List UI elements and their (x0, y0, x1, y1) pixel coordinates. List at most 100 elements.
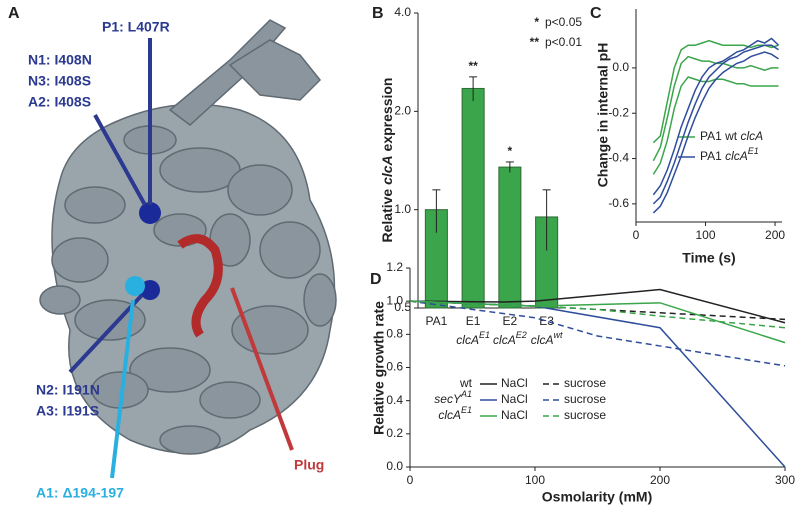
text-part: secY (434, 392, 462, 406)
y-tick-label: 1.0 (394, 202, 411, 216)
x-axis-title: Time (s) (682, 250, 735, 266)
legend-label: sucrose (564, 392, 606, 406)
mutation-label: N1: I408N (28, 52, 92, 68)
significance: ** (468, 59, 478, 73)
x-tick-label: 0 (633, 228, 640, 242)
x-tick-label: PA1 (425, 314, 447, 328)
legend-label: PA1 wt clcA (700, 129, 763, 143)
y-tick-label: 0.2 (386, 426, 403, 440)
site-sphere (125, 276, 145, 296)
legend-row-label: secYA1 (434, 389, 472, 406)
mutation-label: N3: I408S (28, 73, 91, 89)
significance: * (508, 144, 513, 158)
text-part: wt (553, 330, 562, 340)
bar (461, 87, 485, 309)
x-tick-label: E3 (539, 314, 554, 328)
series-line (409, 300, 786, 367)
x-tick-sublabel: clcAwt (531, 330, 563, 347)
site-sphere (140, 280, 160, 300)
site-sphere (139, 202, 161, 224)
y-tick-label: -0.4 (608, 151, 629, 165)
bar (498, 166, 522, 309)
x-tick-label: 100 (696, 228, 716, 242)
mutation-label: P1: L407R (102, 19, 170, 35)
x-axis-title: Osmolarity (mM) (542, 489, 652, 505)
mutation-label: A2: I408S (28, 94, 91, 110)
note-symbol: ** (530, 35, 540, 49)
legend-label: NaCl (501, 392, 528, 406)
plug-helix (177, 234, 223, 338)
y-tick-label: 1.2 (386, 260, 403, 274)
x-tick-label: E2 (503, 314, 518, 328)
y-tick-label: -0.6 (608, 196, 629, 210)
text-part: PA1 (700, 149, 725, 163)
x-tick-label: 0 (407, 473, 414, 487)
note-symbol: * (534, 15, 539, 29)
text-part: E2 (516, 330, 527, 340)
pointer-lines (68, 38, 294, 479)
text-part: PA1 wt (700, 129, 740, 143)
text-part: wt (459, 376, 473, 390)
mutation-label: N2: I191N (36, 382, 100, 398)
y-tick-label: 0.5 (394, 300, 411, 314)
panel-letter: D (370, 271, 382, 288)
y-tick-label: -0.2 (608, 105, 629, 119)
y-tick-label: 0.0 (612, 60, 629, 74)
y-axis-title: Relative growth rate (371, 301, 387, 435)
y-tick-label: 1.0 (386, 293, 403, 307)
x-tick-label: 100 (525, 473, 545, 487)
y-axis-title: Relative clcA expression (379, 78, 395, 243)
text-part: clcA (531, 333, 554, 347)
y-tick-label: 2.0 (394, 104, 411, 118)
y-tick-label: 0.0 (386, 459, 403, 473)
note-text: p<0.05 (545, 15, 582, 29)
x-tick-sublabel: clcAE2 (493, 330, 527, 347)
mutation-label: A3: I191S (36, 403, 99, 419)
series-line (409, 288, 786, 324)
text-part: E1 (479, 330, 490, 340)
text-part: Relative (379, 185, 395, 243)
legend-row-label: wt (459, 376, 473, 390)
text-part: expression (379, 78, 395, 156)
panel-letter: B (372, 5, 384, 22)
series-line (409, 300, 786, 329)
x-tick-label: 200 (765, 228, 785, 242)
text-part: clcA (493, 333, 516, 347)
replicate-line (652, 55, 779, 162)
text-part: clcA (456, 333, 479, 347)
y-tick-label: 4.0 (394, 5, 411, 19)
legend-label: sucrose (564, 376, 606, 390)
legend-label: PA1 clcAE1 (700, 146, 759, 163)
panel-letter: A (8, 5, 20, 22)
y-axis-title: Change in internal pH (595, 43, 611, 188)
text-part: E1 (748, 146, 759, 156)
plug-label: Plug (294, 457, 324, 473)
text-part: A1 (460, 389, 472, 399)
legend-label: NaCl (501, 376, 528, 390)
text-part: E1 (461, 405, 472, 415)
replicate-line (652, 44, 779, 205)
x-tick-label: 200 (650, 473, 670, 487)
y-tick-label: 0.6 (386, 360, 403, 374)
text-part: clcA (725, 149, 748, 163)
legend-label: NaCl (501, 408, 528, 422)
note-text: p<0.01 (545, 35, 582, 49)
replicate-line (652, 39, 779, 144)
panel-letter: C (590, 5, 602, 22)
mutation-label: A1: Δ194-197 (36, 485, 124, 501)
replicate-line (652, 37, 780, 196)
structure-labels: P1: L407R N1: I408N N3: I408S A2: I408S … (28, 19, 324, 501)
legend-label: sucrose (564, 408, 606, 422)
legend-row-label: clcAE1 (438, 405, 472, 422)
text-part: clcA (379, 155, 395, 185)
x-tick-sublabel: clcAE1 (456, 330, 490, 347)
text-part: clcA (438, 408, 461, 422)
text-part: clcA (740, 129, 763, 143)
replicate-line (652, 51, 779, 214)
y-tick-label: 0.4 (386, 393, 403, 407)
y-tick-label: 0.8 (386, 327, 403, 341)
x-tick-label: 300 (775, 473, 795, 487)
x-tick-label: E1 (466, 314, 481, 328)
